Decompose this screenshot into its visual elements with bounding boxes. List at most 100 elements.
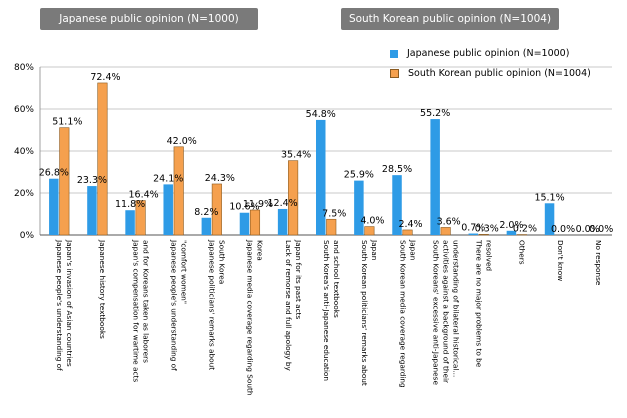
bar-korea [402,229,413,236]
data-label-korea: 16.4% [128,190,158,201]
bar-korea [288,160,299,236]
data-label-korea: 51.1% [52,117,82,128]
data-label-japan: 11.8% [115,199,145,210]
data-label-japan: 0.7% [461,223,485,234]
data-label-korea: 4.0% [360,216,384,227]
legend-item-korea: South Korean public opinion (N=1004) [390,68,591,79]
x-category-label-line: Japanese people's understanding of [55,239,64,371]
data-label-japan: 15.1% [534,192,564,203]
x-category-label-line: understanding of bilateral historical... [451,240,460,377]
x-category-label: South Koreans' excessive anti-Japaneseac… [431,240,460,385]
bar-japan [316,119,326,235]
data-label-japan: 8.2% [194,207,218,218]
data-label-korea: 7.5% [322,208,346,219]
data-label-korea: 0.0% [551,224,575,235]
x-category-label: Japan's compensation for wartime actsand… [131,239,150,382]
bar-korea [173,146,184,236]
bar-korea [249,209,261,236]
bar-korea [59,127,70,236]
x-category-label: Japanese people's understanding ofJapan'… [55,239,74,371]
x-category-label: Others [518,240,527,265]
legend-swatch-japan [390,49,398,58]
bar-japan [201,217,212,235]
data-label-japan: 24.1% [153,173,183,184]
data-label-japan: 10.6% [229,202,259,213]
bar-korea [211,183,222,236]
legend-label-korea: South Korean public opinion (N=1004) [408,68,591,79]
x-category-label: Japanese media coverage regarding SouthK… [246,239,265,395]
x-category-label-line: Japan's invasion of Asian countries [65,239,74,367]
bar-japan [430,119,440,235]
x-category-label-line: South Koreans' excessive anti-Japanese [431,240,440,385]
y-tick-label: 0% [20,231,35,241]
x-category-label-line: There are no major problems to be [475,239,484,368]
bar-japan [125,210,135,235]
bar-japan [163,184,173,235]
x-category-label-line: Japanese history textbooks [98,239,107,339]
data-label-korea: 3.6% [437,216,461,227]
x-category-label: Japanese history textbooks [98,239,107,339]
data-label-korea: 0.2% [513,224,537,235]
data-label-korea: 35.4% [281,150,311,161]
bar-korea [440,227,451,236]
x-category-label: South Korea's anti-Japanese educationand… [322,240,341,381]
legend-item-japan: Japanese public opinion (N=1000) [390,48,569,59]
data-label-korea: 2.4% [398,219,422,230]
legend-label-japan: Japanese public opinion (N=1000) [407,48,570,59]
x-category-label-line: Japan's compensation for wartime acts [131,239,140,382]
x-category-label: South Korean politicians' remarks aboutJ… [360,239,379,386]
x-category-label-line: South Korean politicians' remarks about [360,240,369,386]
bar-japan [392,175,402,235]
x-category-label: South Korean media coverage regardingJap… [398,239,417,388]
y-tick-label: 20% [14,189,34,199]
x-category-label-line: South Korean media coverage regarding [398,240,407,388]
data-label-japan: 0.0% [576,224,600,235]
x-category-label: Japanese politicians' remarks aboutSouth… [208,239,227,370]
x-category-label-line: and for Koreans taken as laborers [141,240,150,363]
x-category-label-line: Japan [408,239,417,260]
data-label-japan: 54.8% [306,109,336,120]
x-category-label-line: "comfort women" [179,240,188,304]
x-category-label: There are no major problems to beresolve… [475,239,494,368]
data-label-korea: 42.0% [167,136,197,147]
korea-opinion-header: South Korean public opinion (N=1004) [341,8,559,30]
bar-japan [544,203,555,235]
legend-swatch-korea [390,69,399,78]
x-category-label-line: Don't know [556,240,565,281]
data-label-korea: 0.0% [589,224,613,235]
x-category-label-line: Korea [256,240,265,261]
x-category-label: No response [594,240,603,286]
data-label-japan: 28.5% [382,164,412,175]
x-category-label-line: Japanese people's understanding of [169,239,178,371]
x-category-label-line: Others [518,240,527,265]
bar-korea [97,82,108,236]
x-category-label-line: Japan for its past acts [294,239,303,319]
x-category-label-line: resolved [485,240,494,271]
bar-japan [87,186,97,235]
bar-korea [135,200,146,236]
x-category-label-line: Japan [370,239,379,260]
x-category-label: Japanese people's understanding of"comfo… [169,239,188,371]
bar-japan [277,208,288,235]
bar-korea [478,234,489,236]
bar-japan [354,180,364,235]
y-tick-label: 60% [14,105,34,115]
data-label-japan: 26.8% [39,168,69,179]
data-label-japan: 2.0% [499,220,523,231]
x-category-label-line: No response [594,240,603,286]
y-tick-label: 80% [14,63,34,73]
data-label-korea: 24.3% [205,173,235,184]
data-label-korea: 11.9% [243,199,273,210]
data-label-japan: 12.4% [268,198,298,209]
data-label-japan: 55.2% [420,108,450,119]
x-category-label-line: Japanese politicians' remarks about [208,239,217,370]
bar-japan [49,178,59,235]
x-category-label: Don't know [556,240,565,281]
x-category-label-line: South Korea's anti-Japanese education [322,240,331,381]
x-category-label-line: activities against a background of their [441,240,450,383]
data-label-korea: 72.4% [90,72,120,83]
x-category-label-line: South Korea [218,240,227,284]
x-category-label-line: Japanese media coverage regarding South [246,239,255,395]
x-category-label-line: and school textbooks [332,240,341,318]
